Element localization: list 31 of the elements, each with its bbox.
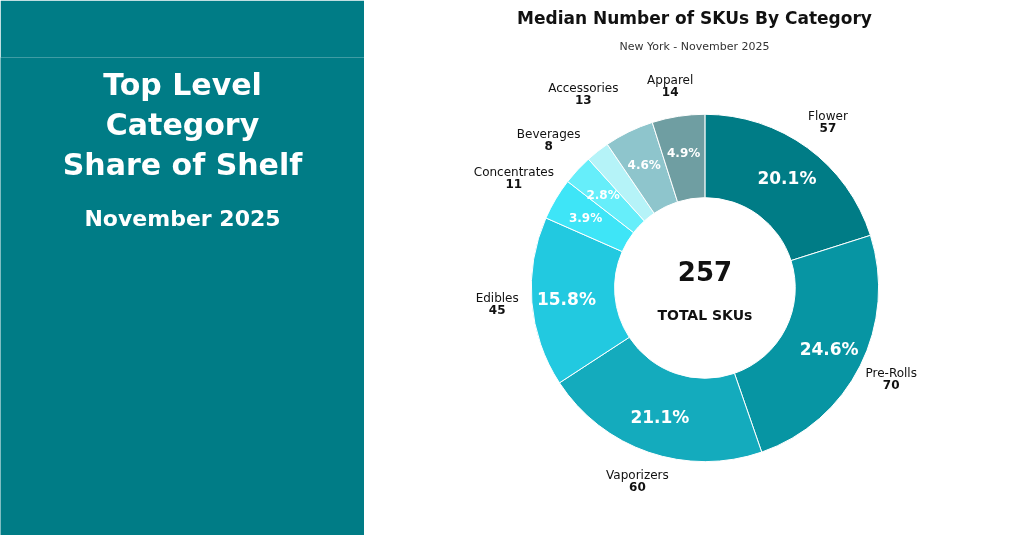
text: 11 xyxy=(505,176,523,191)
data-label: 3.9% xyxy=(568,211,603,226)
chart-title: Median Number of SKUs By Category xyxy=(517,7,872,28)
data-label: 15.8% xyxy=(536,289,596,310)
slice-label: Flower xyxy=(808,108,848,123)
text: November 2025 xyxy=(84,205,281,231)
slice-label: Beverages xyxy=(516,127,581,142)
text: 60 xyxy=(629,479,646,494)
text: 57 xyxy=(819,120,837,135)
text: Category xyxy=(105,107,260,143)
data-label: 20.1% xyxy=(757,167,817,188)
slice-label: Concentrates xyxy=(473,164,554,179)
text: 70 xyxy=(882,377,900,392)
data-label: 24.6% xyxy=(799,339,859,360)
data-label: 4.6% xyxy=(627,158,661,173)
text: Top Level xyxy=(103,66,262,102)
data-label: 2.8% xyxy=(586,188,620,203)
slice-label: Edibles xyxy=(475,290,519,305)
text: Share of Shelf xyxy=(62,147,304,183)
text: 257 xyxy=(677,256,733,287)
chart-subtitle: New York - November 2025 xyxy=(619,39,770,53)
text: 8 xyxy=(544,139,553,154)
data-label: 21.1% xyxy=(630,407,690,428)
text: TOTAL SKUs xyxy=(657,307,753,324)
slice-label: Apparel xyxy=(647,72,694,87)
data-label: 4.9% xyxy=(666,146,701,161)
slice-label: Accessories xyxy=(548,81,619,96)
text: 13 xyxy=(574,93,592,108)
text: 45 xyxy=(488,302,506,317)
slice-label: Pre-Rolls xyxy=(865,365,917,380)
slice-label: Vaporizers xyxy=(606,467,669,482)
